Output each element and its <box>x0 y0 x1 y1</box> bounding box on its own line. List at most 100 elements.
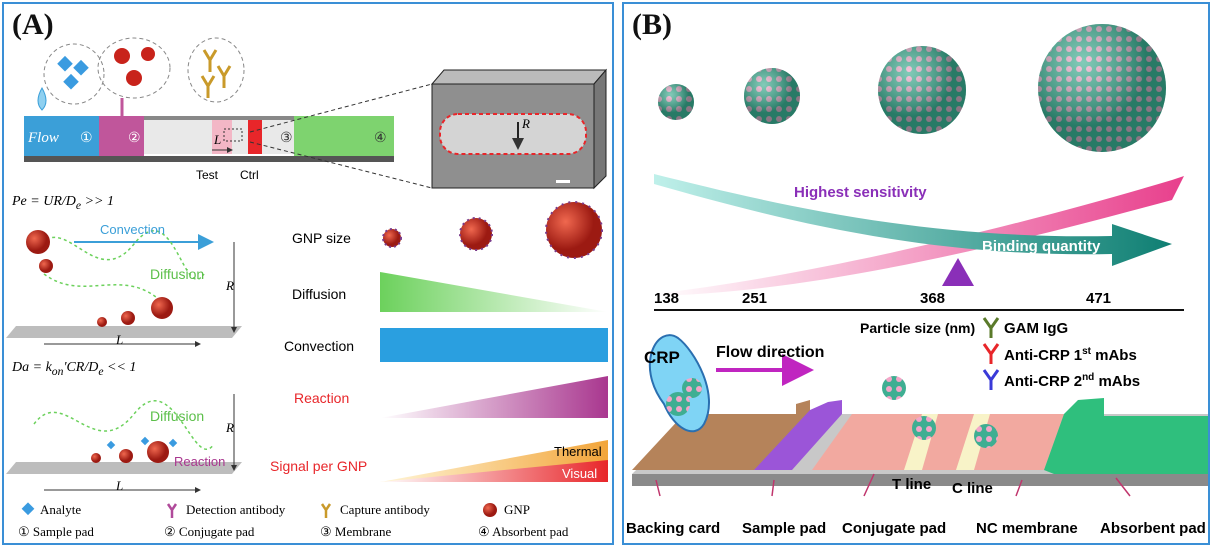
highest-sensitivity-label: Highest sensitivity <box>794 184 927 201</box>
sample-pad-a <box>24 116 99 156</box>
legend-sample-pad: ① Sample pad <box>18 524 94 539</box>
convection-trend-bar <box>380 328 608 362</box>
absorbent-pad-b <box>1044 398 1208 474</box>
anti-crp-1-icon <box>982 343 1000 364</box>
damkohler-equation: Da = kon'CR/De << 1 <box>12 360 137 378</box>
crp-label: CRP <box>644 348 680 367</box>
sem-r-label: R <box>522 116 530 131</box>
diffusion-path-2 <box>43 273 165 305</box>
legend-analyte: Analyte <box>40 502 82 517</box>
legend-anti-crp-1: Anti-CRP 1st mAbs <box>1004 346 1137 364</box>
strip-l-label: L <box>214 132 222 147</box>
binding-quantity-label: Binding quantity <box>982 238 1101 255</box>
signal-visual-label: Visual <box>562 466 598 481</box>
row-label-signal: Signal per GNP <box>270 458 368 474</box>
zoom-line-bottom <box>249 141 433 189</box>
legend-gam-igg: GAM IgG <box>1004 320 1069 337</box>
test-label: Test <box>196 168 219 182</box>
crp-droplet <box>648 334 710 433</box>
gnp-size-medium <box>459 217 493 251</box>
diffusion-label-da: Diffusion <box>150 408 205 424</box>
c-line-label: C line <box>952 480 993 497</box>
droplet-icon <box>37 86 47 111</box>
strip-particle-1 <box>882 376 906 400</box>
legend-capture-antibody: Capture antibody <box>340 502 430 517</box>
label-callout-lines <box>655 473 1131 497</box>
flow-direction-label: Flow direction <box>716 344 825 361</box>
diffusion-path-3 <box>33 400 215 450</box>
gnp-bubble <box>97 37 171 99</box>
diffusion-trend-bar <box>380 272 608 312</box>
particle-368nm <box>878 46 966 134</box>
label-sample-pad: Sample pad <box>742 520 827 537</box>
t-line-label: T line <box>892 476 932 493</box>
flow-label: Flow <box>28 130 59 146</box>
absorbent-pad-a <box>294 116 394 156</box>
signal-visual-bar <box>380 460 608 482</box>
reaction-trend-bar <box>380 376 608 418</box>
particle-471nm <box>1038 24 1166 152</box>
row-label-diffusion: Diffusion <box>292 286 347 302</box>
binding-quantity-arrow <box>654 174 1172 266</box>
row-label-convection: Convection <box>284 338 355 354</box>
legend-detection-antibody: Detection antibody <box>186 502 286 517</box>
highest-sensitivity-marker <box>942 258 974 286</box>
peclet-equation: Pe = UR/De >> 1 <box>12 194 114 212</box>
gam-igg-icon <box>982 317 1000 338</box>
particle-251nm <box>744 68 800 124</box>
legend-gnp: GNP <box>504 502 531 517</box>
legend-absorbent-pad: ④ Absorbent pad <box>478 524 569 539</box>
legend-anti-crp-2: Anti-CRP 2nd mAbs <box>1004 372 1141 390</box>
particle-size-axis-label: Particle size (nm) <box>860 320 976 336</box>
strip-edge-b <box>632 474 1208 486</box>
row-label-reaction: Reaction <box>294 390 350 406</box>
backing-card <box>632 400 810 470</box>
label-conjugate-pad: Conjugate pad <box>842 520 947 537</box>
pad-number-2: ② <box>128 131 141 146</box>
pad-number-4: ④ <box>374 131 387 146</box>
l-label-pe: L <box>116 332 124 347</box>
analyte-legend-icon <box>21 502 35 516</box>
capture-antibody-icon <box>320 503 332 518</box>
surface-pe <box>6 326 242 338</box>
particle-size-tick-138: 138 <box>654 290 680 307</box>
panel-a: (A) <box>2 2 614 545</box>
gnp-cluster-icon <box>114 47 155 86</box>
particle-size-tick-251: 251 <box>742 290 768 307</box>
particle-size-tick-471: 471 <box>1086 290 1112 307</box>
panel-b: (B) <box>622 2 1210 545</box>
zoom-line-top <box>249 83 433 133</box>
pad-number-1: ① <box>80 131 93 146</box>
panel-a-label: (A) <box>12 8 54 41</box>
strip-particle-2 <box>912 416 936 440</box>
analyte-icon <box>57 55 89 90</box>
ctrl-line <box>248 120 262 154</box>
detection-antibody-icon <box>166 503 178 518</box>
convection-label: Convection <box>100 222 166 237</box>
sample-pad-b <box>754 400 842 470</box>
legend-membrane: ③ Membrane <box>320 524 392 539</box>
zoom-box <box>223 128 243 142</box>
crp-particle-1 <box>666 392 690 416</box>
test-line <box>212 120 232 154</box>
sem-image-box <box>430 68 608 190</box>
capture-antibody-cluster-icon <box>200 49 232 98</box>
surface-da <box>6 462 242 474</box>
pad-number-3: ③ <box>280 131 293 146</box>
label-nc-membrane: NC membrane <box>976 520 1078 537</box>
capture-bubble <box>187 37 245 103</box>
analyte-particles-da <box>106 436 178 450</box>
conjugate-pad-a <box>99 116 144 156</box>
gnp-legend-icon <box>483 503 497 517</box>
label-absorbent-pad: Absorbent pad <box>1100 520 1206 537</box>
legend-conjugate-pad: ② Conjugate pad <box>164 524 255 539</box>
reaction-label-da: Reaction <box>174 454 226 469</box>
signal-thermal-label: Thermal <box>554 444 602 459</box>
strip-base <box>24 156 394 162</box>
crp-particle-2 <box>682 378 702 398</box>
particle-138nm <box>658 84 694 120</box>
r-label-da: R <box>226 420 234 435</box>
panel-b-drawing <box>632 24 1208 497</box>
panel-a-drawing <box>6 37 608 518</box>
conjugate-pad-b <box>812 414 1064 470</box>
